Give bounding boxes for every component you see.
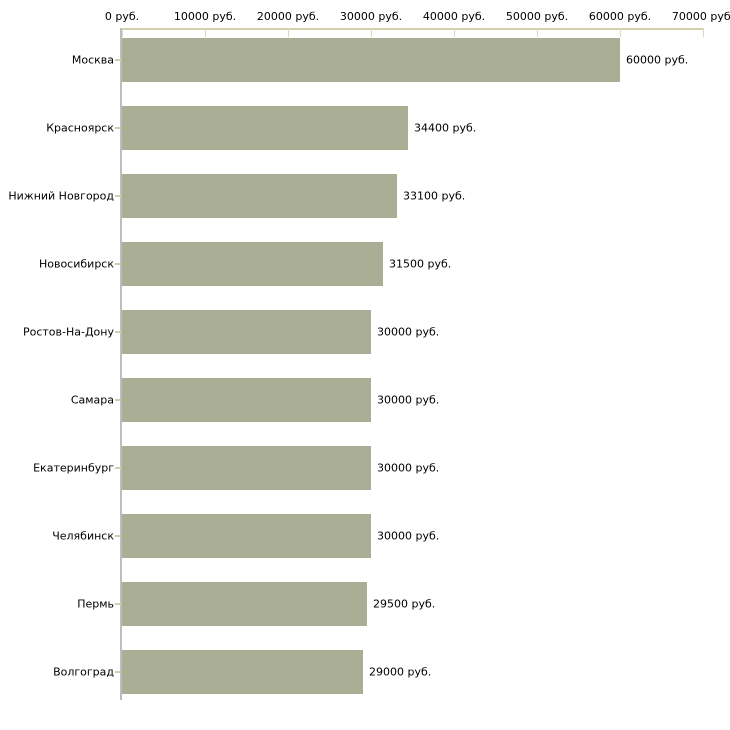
x-axis-tick-label: 40000 руб. — [422, 10, 486, 23]
bar — [122, 242, 383, 286]
x-axis-tick — [122, 28, 123, 37]
value-label: 30000 руб. — [377, 529, 440, 543]
category-label: Самара — [70, 393, 114, 407]
bar-row: Пермь 29500 руб. — [0, 582, 730, 626]
value-label: 60000 руб. — [626, 53, 689, 67]
x-axis-tick — [454, 28, 455, 37]
x-axis-tick-label: 30000 руб. — [339, 10, 403, 23]
x-axis-tick — [205, 28, 206, 37]
y-axis-tick — [115, 263, 121, 265]
bar — [122, 650, 363, 694]
y-axis-tick — [115, 603, 121, 605]
bar-row: Москва 60000 руб. — [0, 38, 730, 82]
category-label: Ростов-На-Дону — [22, 325, 114, 339]
y-axis-tick — [115, 127, 121, 129]
category-label: Нижний Новгород — [8, 189, 114, 203]
y-axis-tick — [115, 467, 121, 469]
x-axis-tick — [371, 28, 372, 37]
x-axis-tick — [288, 28, 289, 37]
y-axis-tick — [115, 195, 121, 197]
category-label: Пермь — [77, 597, 114, 611]
bar-row: Екатеринбург 30000 руб. — [0, 446, 730, 490]
value-label: 34400 руб. — [414, 121, 477, 135]
y-axis-line — [120, 28, 122, 700]
value-label: 33100 руб. — [403, 189, 466, 203]
value-label: 29500 руб. — [373, 597, 436, 611]
bar-row: Волгоград 29000 руб. — [0, 650, 730, 694]
bar-row: Красноярск 34400 руб. — [0, 106, 730, 150]
y-axis-tick — [115, 671, 121, 673]
x-axis-tick-label: 20000 руб. — [256, 10, 320, 23]
x-axis-tick-label: 10000 руб. — [173, 10, 237, 23]
value-label: 31500 руб. — [389, 257, 452, 271]
value-label: 30000 руб. — [377, 325, 440, 339]
value-label: 30000 руб. — [377, 461, 440, 475]
bar — [122, 378, 371, 422]
x-axis-tick-label: 50000 руб. — [505, 10, 569, 23]
x-axis-tick — [703, 28, 704, 37]
bar — [122, 106, 408, 150]
y-axis-tick — [115, 535, 121, 537]
bar — [122, 446, 371, 490]
x-axis-line — [122, 28, 703, 30]
value-label: 30000 руб. — [377, 393, 440, 407]
bar-row: Новосибирск 31500 руб. — [0, 242, 730, 286]
x-axis-tick-label: 0 руб. — [104, 10, 140, 23]
category-label: Волгоград — [53, 665, 114, 679]
category-label: Екатеринбург — [33, 461, 114, 475]
bar — [122, 38, 620, 82]
x-axis-tick — [537, 28, 538, 37]
y-axis-tick — [115, 399, 121, 401]
y-axis-tick — [115, 331, 121, 333]
category-label: Челябинск — [52, 529, 114, 543]
bar-row: Самара 30000 руб. — [0, 378, 730, 422]
category-label: Красноярск — [46, 121, 114, 135]
bar-row: Челябинск 30000 руб. — [0, 514, 730, 558]
bar-row: Ростов-На-Дону 30000 руб. — [0, 310, 730, 354]
bar — [122, 514, 371, 558]
category-label: Москва — [71, 53, 114, 67]
x-axis-tick-label: 60000 руб. — [588, 10, 652, 23]
bar — [122, 310, 371, 354]
category-label: Новосибирск — [38, 257, 114, 271]
x-axis-tick-label: 70000 руб. — [671, 10, 730, 23]
y-axis-tick — [115, 59, 121, 61]
bar — [122, 174, 397, 218]
x-axis-tick — [620, 28, 621, 37]
value-label: 29000 руб. — [369, 665, 432, 679]
bar — [122, 582, 367, 626]
bar-row: Нижний Новгород 33100 руб. — [0, 174, 730, 218]
